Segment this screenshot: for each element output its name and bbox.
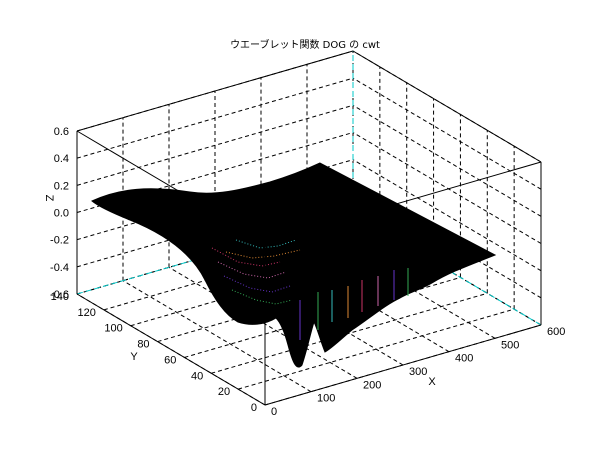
z-axis-ticks: 0.6 0.4 0.2 0.0 -0.2 -0.4 -0.6 (50, 126, 69, 301)
grid-line (122, 280, 312, 393)
y-axis-line (76, 293, 266, 406)
chart-title: ウエーブレット関数 DOG の cwt (230, 38, 380, 51)
z-tick-label: -0.2 (50, 235, 69, 247)
x-tick-label: 100 (317, 393, 335, 405)
x-axis-ticks: 0 100 200 300 400 500 600 (271, 326, 565, 418)
grid-line (352, 77, 542, 190)
box-edge (76, 50, 354, 132)
y-axis-ticks: 0 20 40 60 80 100 120 140 (51, 291, 257, 414)
x-tick-label: 0 (271, 406, 277, 418)
grid-line (214, 253, 404, 366)
y-tick-label: 0 (251, 402, 257, 414)
y-tick-label: 80 (137, 339, 149, 351)
grid-line (352, 159, 542, 272)
surface-mesh-highlights (211, 239, 409, 340)
z-tick-label: 0.0 (54, 208, 69, 220)
z-tick-label: 0.4 (54, 153, 69, 165)
x-tick-label: 300 (409, 366, 427, 378)
y-tick-label: 20 (218, 386, 230, 398)
z-tick-label: -0.4 (50, 262, 69, 274)
grid-line (168, 266, 358, 379)
grid-line (260, 240, 450, 353)
box-edge (76, 130, 266, 243)
y-tick-label: 100 (104, 323, 122, 335)
y-axis-label: Y (130, 351, 138, 363)
grid-line (352, 186, 542, 299)
grid-line (352, 132, 542, 244)
grid-line (76, 104, 354, 186)
front-edges (76, 130, 542, 406)
x-tick-label: 500 (501, 339, 519, 351)
grid-line (352, 104, 542, 217)
y-tick-label: 60 (164, 354, 176, 366)
box-edge (264, 161, 542, 243)
y-tick-label: 40 (191, 370, 203, 382)
z-tick-label: 0.2 (54, 180, 69, 192)
grid-line (306, 226, 496, 339)
x-axis-line (264, 324, 542, 406)
z-tick-label: 0.6 (54, 126, 69, 138)
y-tick-label: 140 (51, 291, 69, 303)
mesh-line (235, 239, 297, 249)
y-tick-label: 120 (77, 307, 95, 319)
mesh-line (231, 289, 293, 305)
x-tick-label: 400 (455, 353, 473, 365)
x-axis-label: X (428, 376, 436, 388)
surface (91, 162, 497, 368)
z-axis-label: Z (43, 195, 55, 202)
box-edge (352, 50, 542, 163)
x-tick-label: 600 (547, 326, 565, 338)
mesh-line (211, 247, 281, 267)
grid-line (238, 308, 515, 390)
x-tick-label: 200 (363, 379, 381, 391)
grid-line (76, 77, 354, 159)
grid-line (211, 292, 488, 374)
grid-line (76, 132, 354, 213)
z-tick-label: -0.6 (50, 289, 69, 301)
surface-body (91, 162, 497, 368)
mesh-line (223, 275, 291, 293)
